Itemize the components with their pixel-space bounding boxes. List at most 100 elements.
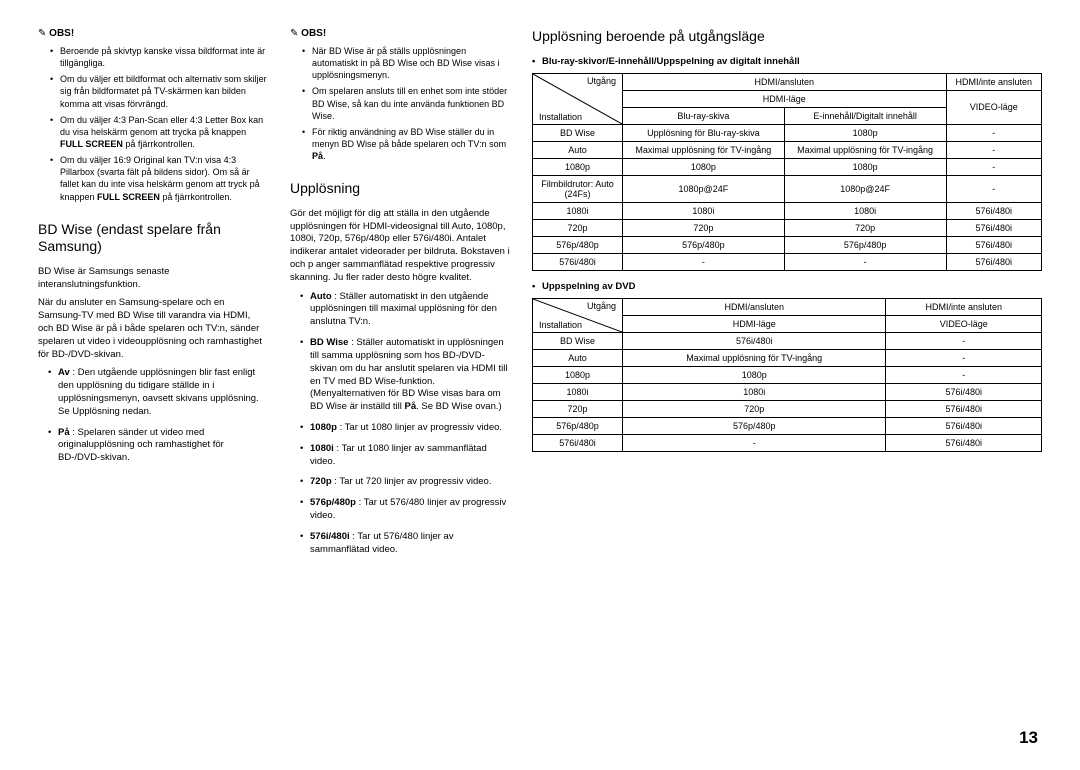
header-output: Utgång — [587, 76, 616, 86]
table-cell: 1080i — [784, 202, 946, 219]
obs-heading: OBS! — [290, 28, 510, 39]
table-cell: - — [886, 366, 1042, 383]
table-cell: Maximal upplösning för TV-ingång — [784, 141, 946, 158]
table-cell: Auto — [533, 141, 623, 158]
list-item: Auto : Ställer automatiskt in den utgåen… — [300, 291, 510, 329]
obs-item: För riktig användning av BD Wise ställer… — [304, 126, 510, 162]
table-cell: 576i/480i — [886, 383, 1042, 400]
table-cell: - — [946, 158, 1042, 175]
table-cell: - — [886, 332, 1042, 349]
table-cell: 720p — [533, 400, 623, 417]
obs-item: Om du väljer 4:3 Pan-Scan eller 4:3 Lett… — [52, 114, 268, 150]
list-item: På : Spelaren sänder ut video med origin… — [48, 427, 268, 465]
table-title: Blu-ray-skivor/E-innehåll/Uppspelning av… — [532, 56, 1042, 67]
table-cell: Filmbildrutor: Auto (24Fs) — [533, 175, 623, 202]
header-installation: Installation — [539, 112, 582, 122]
table-cell: - — [946, 124, 1042, 141]
bullet-list: Av : Den utgående upplösningen blir fast… — [38, 367, 268, 465]
list-item: Av : Den utgående upplösningen blir fast… — [48, 367, 268, 418]
obs-list: När BD Wise är på ställs upplösningen au… — [290, 45, 510, 162]
table-cell: 576i/480i — [946, 219, 1042, 236]
list-item: 1080p : Tar ut 1080 linjer av progressiv… — [300, 422, 510, 435]
column-right: Upplösning beroende på utgångsläge Blu-r… — [532, 28, 1042, 564]
table-cell: 576p/480p — [533, 417, 623, 434]
list-item: 576i/480i : Tar ut 576/480 linjer av sam… — [300, 531, 510, 557]
table-header: Blu-ray-skiva — [623, 107, 785, 124]
table-header: VIDEO-läge — [946, 90, 1042, 124]
table-cell: 1080i — [533, 383, 623, 400]
body-text: När du ansluter en Samsung-spelare och e… — [38, 297, 268, 361]
table-cell: 1080p — [623, 366, 886, 383]
obs-item: Om spelaren ansluts till en enhet som in… — [304, 85, 510, 121]
heading-output-mode: Upplösning beroende på utgångsläge — [532, 28, 1042, 46]
table-cell: Maximal upplösning för TV-ingång — [623, 141, 785, 158]
table-cell: 576i/480i — [886, 434, 1042, 451]
list-item: 576p/480p : Tar ut 576/480 linjer av pro… — [300, 497, 510, 523]
table-cell: 1080p@24F — [623, 175, 785, 202]
table-cell: BD Wise — [533, 332, 623, 349]
obs-item: Om du väljer 16:9 Original kan TV:n visa… — [52, 154, 268, 203]
table-cell: 576i/480i — [533, 434, 623, 451]
table-header: HDMI-läge — [623, 315, 886, 332]
table-title: Uppspelning av DVD — [532, 281, 1042, 292]
table-cell: Auto — [533, 349, 623, 366]
table-header: E-innehåll/Digitalt innehåll — [784, 107, 946, 124]
header-installation: Installation — [539, 320, 582, 330]
table-header: HDMI/inte ansluten — [946, 73, 1042, 90]
header-output: Utgång — [587, 301, 616, 311]
table-cell: 576p/480p — [533, 236, 623, 253]
table-cell: 576i/480i — [886, 417, 1042, 434]
body-text: Gör det möjligt för dig att ställa in de… — [290, 208, 510, 285]
column-middle: OBS! När BD Wise är på ställs upplösning… — [290, 28, 510, 564]
obs-item: Om du väljer ett bildformat och alternat… — [52, 73, 268, 109]
list-item: BD Wise : Ställer automatiskt in upplösn… — [300, 337, 510, 414]
table-header: HDMI/ansluten — [623, 73, 947, 90]
column-left: OBS! Beroende på skivtyp kanske vissa bi… — [38, 28, 268, 564]
list-item: 1080i : Tar ut 1080 linjer av sammanflät… — [300, 443, 510, 469]
obs-list: Beroende på skivtyp kanske vissa bildfor… — [38, 45, 268, 203]
table-header: HDMI/ansluten — [623, 298, 886, 315]
obs-item: Beroende på skivtyp kanske vissa bildfor… — [52, 45, 268, 69]
obs-item: När BD Wise är på ställs upplösningen au… — [304, 45, 510, 81]
table-cell: - — [784, 253, 946, 270]
table-cell: 576i/480i — [946, 202, 1042, 219]
table-cell: - — [886, 349, 1042, 366]
table-cell: 576i/480i — [886, 400, 1042, 417]
heading-upplosning: Upplösning — [290, 180, 510, 198]
table-cell: Upplösning för Blu-ray-skiva — [623, 124, 785, 141]
list-item: 720p : Tar ut 720 linjer av progressiv v… — [300, 476, 510, 489]
page-number: 13 — [1019, 728, 1038, 748]
table-cell: - — [623, 434, 886, 451]
table-cell: 576p/480p — [784, 236, 946, 253]
obs-heading: OBS! — [38, 28, 268, 39]
table-cell: 720p — [623, 219, 785, 236]
table-cell: Maximal upplösning för TV-ingång — [623, 349, 886, 366]
table-cell: 1080p — [533, 366, 623, 383]
table-cell: - — [623, 253, 785, 270]
table-cell: 576i/480i — [946, 236, 1042, 253]
table-cell: 1080p — [623, 158, 785, 175]
table-cell: 1080p — [784, 158, 946, 175]
table-cell: 576i/480i — [533, 253, 623, 270]
table-header: HDMI/inte ansluten — [886, 298, 1042, 315]
table-cell: 720p — [533, 219, 623, 236]
body-text: BD Wise är Samsungs senaste interanslutn… — [38, 266, 268, 292]
table-cell: 1080i — [623, 383, 886, 400]
table-bluray: Utgång Installation HDMI/ansluten HDMI/i… — [532, 73, 1042, 271]
table-cell: 720p — [784, 219, 946, 236]
table-cell: - — [946, 175, 1042, 202]
table-cell: 576i/480i — [623, 332, 886, 349]
table-cell: 1080i — [623, 202, 785, 219]
table-cell: 576i/480i — [946, 253, 1042, 270]
table-cell: 576p/480p — [623, 417, 886, 434]
heading-bdwise: BD Wise (endast spelare från Samsung) — [38, 221, 268, 256]
table-dvd: Utgång Installation HDMI/ansluten HDMI/i… — [532, 298, 1042, 452]
table-cell: 1080p — [784, 124, 946, 141]
table-cell: - — [946, 141, 1042, 158]
bullet-list: Auto : Ställer automatiskt in den utgåen… — [290, 291, 510, 557]
table-cell: 576p/480p — [623, 236, 785, 253]
table-cell: 1080p@24F — [784, 175, 946, 202]
table-cell: 1080i — [533, 202, 623, 219]
table-cell: 1080p — [533, 158, 623, 175]
table-header: HDMI-läge — [623, 90, 947, 107]
